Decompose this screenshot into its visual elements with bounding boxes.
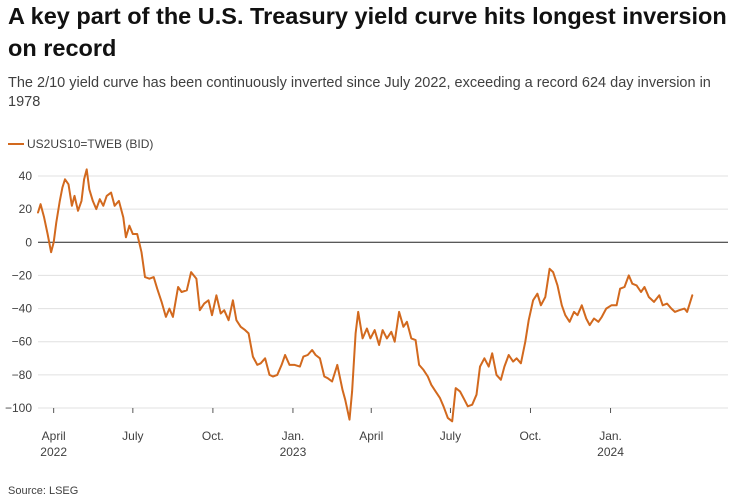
chart-subtitle: The 2/10 yield curve has been continuous… [8, 75, 711, 110]
y-axis: 40 20 0 −20 −40 −60 −80 −100 [5, 169, 32, 415]
gridlines [38, 175, 728, 409]
x-tick-label: July [440, 429, 461, 443]
y-tick-label: 20 [19, 202, 33, 216]
y-tick-label: −20 [12, 268, 33, 282]
x-tick-label: Jan. [599, 429, 622, 443]
x-tick-label: Oct. [202, 429, 224, 443]
y-tick-label: −100 [5, 401, 32, 415]
y-tick-label: 40 [19, 169, 33, 183]
x-tick-label: Oct. [519, 429, 541, 443]
y-tick-label: −40 [12, 302, 33, 316]
x-tick-label: April [42, 429, 66, 443]
x-tick-year-label: 2024 [597, 445, 624, 459]
chart-title: A key part of the U.S. Treasury yield cu… [8, 3, 727, 61]
legend-label: US2US10=TWEB (BID) [27, 137, 154, 151]
series-line-us2us10 [37, 168, 694, 423]
x-tick-label: Jan. [282, 429, 305, 443]
x-tick-label: April [359, 429, 383, 443]
x-axis: April 2022 July Oct. Jan. 2023 April July Oct. Ja… [40, 408, 624, 459]
x-tick-year-label: 2023 [280, 445, 307, 459]
y-tick-label: −60 [12, 335, 33, 349]
x-tick-year-label: 2022 [40, 445, 67, 459]
y-tick-label: 0 [25, 235, 32, 249]
legend: US2US10=TWEB (BID) [8, 137, 153, 151]
y-tick-label: −80 [12, 368, 33, 382]
x-tick-label: July [122, 429, 143, 443]
series-layer [37, 168, 694, 423]
source-note: Source: LSEG [8, 485, 79, 497]
legend-swatch [8, 143, 24, 145]
